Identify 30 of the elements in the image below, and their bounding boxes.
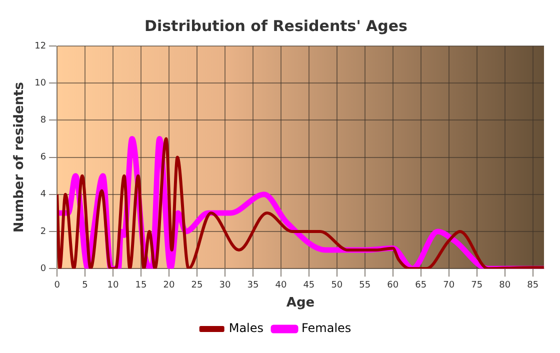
x-tick-label: 65	[415, 280, 427, 290]
x-tick-label: 15	[135, 280, 147, 290]
y-tick-label: 12	[34, 41, 46, 52]
x-tick-label: 45	[303, 280, 315, 290]
legend-label: Males	[228, 321, 264, 336]
x-tick-label: 55	[359, 280, 371, 290]
y-tick-label: 2	[40, 226, 46, 237]
x-tick-label: 70	[443, 280, 455, 290]
x-tick-label: 60	[387, 280, 399, 290]
x-tick-label: 75	[471, 280, 483, 290]
x-tick-label: 20	[163, 280, 175, 290]
y-axis-title: Number of residents	[12, 82, 28, 233]
x-tick-label: 50	[331, 280, 343, 290]
x-tick-label: 10	[107, 280, 120, 290]
y-tick-label: 8	[40, 116, 46, 126]
x-tick-label: 5	[82, 280, 88, 290]
x-axis-title: Age	[286, 296, 315, 311]
x-tick-label: 85	[527, 280, 539, 290]
y-tick-label: 4	[40, 190, 46, 200]
legend-label: Females	[302, 321, 352, 336]
chart-title: Distribution of Residents' Ages	[144, 16, 408, 35]
x-tick-label: 0	[54, 280, 60, 290]
y-tick-label: 0	[40, 264, 46, 274]
y-tick-label: 6	[40, 152, 46, 163]
y-tick-label: 10	[34, 78, 46, 88]
x-tick-label: 30	[219, 280, 231, 290]
x-tick-label: 80	[499, 280, 511, 290]
x-tick-label: 35	[247, 280, 259, 290]
x-tick-label: 25	[191, 280, 203, 290]
x-tick-label: 40	[275, 280, 287, 290]
